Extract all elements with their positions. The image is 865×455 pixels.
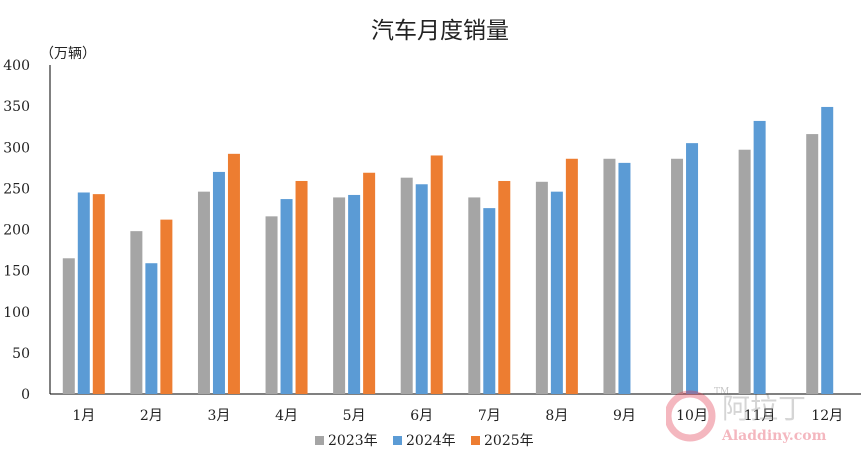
- bar-2024年-2月: [145, 263, 158, 394]
- bar-2025年-8月: [565, 158, 578, 394]
- bar-2023年-9月: [603, 158, 616, 394]
- y-tick-label: 50: [12, 346, 30, 362]
- bar-2025年-5月: [363, 172, 376, 394]
- bar-2024年-10月: [686, 143, 699, 394]
- legend-label-2025年: 2025年: [484, 433, 534, 449]
- legend-label-2023年: 2023年: [328, 433, 378, 449]
- x-tick-label: 2月: [140, 408, 163, 424]
- y-tick-label: 100: [3, 305, 30, 321]
- bar-2024年-4月: [280, 199, 293, 394]
- y-tick-label: 200: [3, 223, 30, 239]
- y-tick-label: 350: [3, 99, 30, 115]
- bar-2025年-4月: [295, 180, 308, 394]
- x-tick-label: 8月: [545, 408, 568, 424]
- bar-2024年-6月: [415, 184, 428, 394]
- x-tick-label: 6月: [410, 408, 433, 424]
- bar-2024年-5月: [348, 194, 361, 394]
- bar-2024年-3月: [212, 171, 225, 394]
- x-tick-label: 12月: [811, 408, 843, 424]
- y-tick-label: 400: [3, 58, 30, 74]
- x-tick-label: 11月: [744, 408, 776, 424]
- y-tick-label: 0: [21, 387, 30, 403]
- legend: 2023年 2024年 2025年: [315, 433, 534, 449]
- bar-2024年-11月: [753, 120, 766, 395]
- bar-2025年-6月: [430, 155, 443, 394]
- y-tick-label: 250: [3, 181, 30, 197]
- x-tick-label: 10月: [676, 408, 708, 424]
- bar-2023年-7月: [468, 197, 481, 394]
- bar-2025年-2月: [160, 219, 173, 394]
- bar-2024年-7月: [483, 208, 496, 394]
- legend-label-2024年: 2024年: [406, 433, 456, 449]
- bar-2023年-4月: [265, 216, 278, 394]
- x-tick-label: 7月: [478, 408, 501, 424]
- y-axis-ticks: 0 50 100 150 200 250 300 350 400: [3, 58, 30, 403]
- bar-2024年-1月: [77, 192, 90, 394]
- x-axis-labels: 1月 2月 3月 4月 5月 6月 7月 8月 9月 10月 11月 12月: [72, 408, 843, 424]
- legend-swatch-2024年: [393, 436, 402, 445]
- bar-2023年-6月: [400, 177, 413, 394]
- x-tick-label: 5月: [343, 408, 366, 424]
- bar-2023年-12月: [806, 134, 819, 394]
- bar-2023年-3月: [197, 191, 210, 394]
- bars-group: [62, 106, 834, 395]
- x-tick-label: 3月: [207, 408, 230, 424]
- bar-2024年-9月: [618, 162, 631, 394]
- bar-2025年-7月: [498, 180, 511, 394]
- legend-swatch-2025年: [471, 436, 480, 445]
- bar-2023年-2月: [130, 231, 143, 394]
- legend-swatch-2023年: [315, 436, 324, 445]
- chart-title: 汽车月度销量: [371, 18, 509, 44]
- bar-2025年-3月: [227, 153, 240, 394]
- y-tick-label: 150: [3, 264, 30, 280]
- x-tick-label: 4月: [275, 408, 298, 424]
- bar-2024年-12月: [821, 106, 834, 394]
- bar-2023年-5月: [333, 197, 346, 394]
- bar-2023年-10月: [671, 158, 684, 394]
- bar-2023年-8月: [535, 181, 548, 394]
- bar-2023年-11月: [738, 149, 751, 394]
- y-tick-label: 300: [3, 140, 30, 156]
- bar-2025年-1月: [92, 194, 105, 394]
- y-axis-unit-label: （万辆）: [40, 46, 96, 62]
- x-tick-label: 9月: [613, 408, 636, 424]
- bar-2024年-8月: [550, 191, 563, 394]
- bar-2023年-1月: [62, 258, 75, 394]
- x-tick-label: 1月: [72, 408, 95, 424]
